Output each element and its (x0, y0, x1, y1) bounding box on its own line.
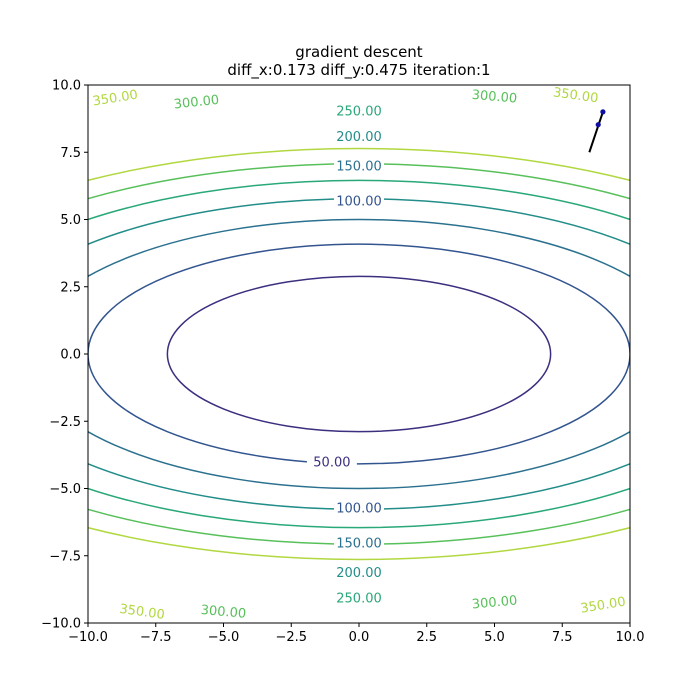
x-tick-label: 5.0 (484, 630, 505, 645)
contour-label-bg (89, 85, 142, 109)
contour-line-100 (88, 243, 630, 465)
contour-label-250: 250.00 (336, 105, 382, 120)
contour-line-350 (88, 147, 630, 561)
y-tick-label: 0.0 (60, 348, 81, 363)
contour-label-bg (334, 157, 384, 174)
contour-label-bg (170, 90, 223, 112)
chart-title: gradient descent (295, 43, 423, 61)
y-tick-label: −7.5 (49, 549, 81, 564)
y-tick-label: 7.5 (60, 146, 81, 161)
contour-label-bg (334, 534, 384, 551)
contour-label-350: 350.00 (92, 88, 139, 110)
contour-label-bg (468, 85, 521, 106)
contour-label-50: 50.00 (313, 456, 350, 471)
descent-point-0 (600, 109, 606, 115)
contour-label-300: 300.00 (200, 603, 247, 622)
contour-line-50 (166, 275, 552, 433)
y-tick-label: 10.0 (52, 79, 81, 94)
contour-label-bg (334, 192, 384, 209)
x-tick-label: −10.0 (68, 630, 108, 645)
contour-labels: 50.00 100.00 100.00 150.00 150.00 200.00 200.0… (89, 83, 629, 623)
contour-label-bg (306, 453, 357, 470)
x-axis: −10.0 −7.5 −5.0 −2.5 0.0 2.5 5.0 7.5 10.0 (68, 623, 644, 645)
descent-point-1 (595, 122, 601, 128)
contour-label-bg (576, 592, 629, 617)
y-axis: −10.0 −7.5 −5.0 −2.5 0.0 2.5 5.0 7.5 10.0 (41, 79, 88, 632)
contour-label-bg (334, 499, 384, 516)
y-tick-label: −2.5 (49, 415, 81, 430)
contour-label-bg (334, 563, 384, 580)
contour-label-bg (334, 128, 384, 145)
contour-label-300: 300.00 (173, 93, 220, 113)
contour-label-350: 350.00 (579, 595, 626, 617)
x-tick-label: 7.5 (552, 630, 573, 645)
contour-label-200: 200.00 (336, 130, 382, 145)
contour-label-bg (334, 589, 384, 606)
contour-label-350: 350.00 (552, 85, 599, 106)
contour-label-250: 250.00 (336, 591, 382, 606)
x-tick-label: −2.5 (275, 630, 307, 645)
y-tick-label: 2.5 (60, 280, 81, 295)
y-tick-label: −5.0 (49, 482, 81, 497)
contour-label-bg (197, 600, 250, 622)
contour-label-100: 100.00 (336, 195, 382, 210)
descent-line (588, 111, 604, 153)
contour-label-100: 100.00 (336, 501, 382, 516)
plot-area (88, 85, 630, 623)
contour-line-150 (88, 218, 630, 490)
chart-subtitle: diff_x:0.173 diff_y:0.475 iteration:1 (227, 61, 490, 80)
contour-label-350: 350.00 (118, 602, 165, 623)
contour-label-bg (549, 83, 602, 106)
contour-label-150: 150.00 (336, 160, 382, 175)
y-tick-label: 5.0 (60, 213, 81, 228)
y-tick-label: −10.0 (41, 617, 81, 632)
contour-label-200: 200.00 (336, 566, 382, 581)
contour-label-300: 300.00 (471, 88, 518, 107)
contour-label-150: 150.00 (336, 536, 382, 551)
contour-line-250 (88, 179, 630, 529)
x-tick-label: −7.5 (140, 630, 172, 645)
contour-label-300: 300.00 (471, 593, 518, 612)
contour-label-bg (334, 102, 384, 119)
x-tick-label: −5.0 (208, 630, 240, 645)
x-tick-label: 2.5 (416, 630, 437, 645)
x-tick-label: 0.0 (349, 630, 370, 645)
contour-label-bg (116, 599, 169, 623)
contour-label-bg (468, 591, 521, 612)
descent-path (588, 109, 606, 153)
x-tick-label: 10.0 (616, 630, 645, 645)
